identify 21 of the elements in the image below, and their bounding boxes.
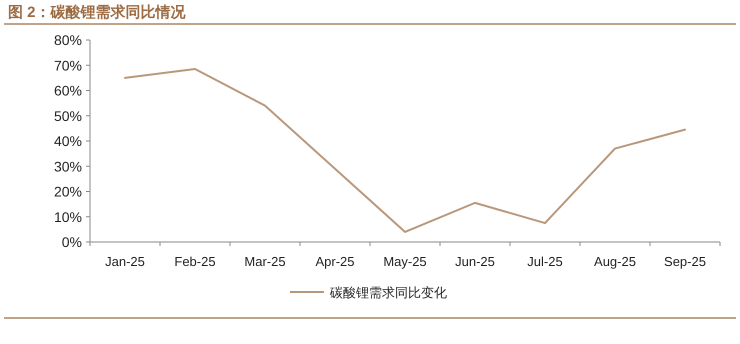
x-tick-label: Jan-25: [105, 254, 145, 269]
x-tick-label: Sep-25: [664, 254, 706, 269]
x-tick-label: Feb-25: [174, 254, 216, 269]
y-tick-label: 0%: [62, 234, 82, 250]
y-tick-label: 60%: [54, 82, 82, 98]
x-tick-label: Jul-25: [527, 254, 563, 269]
x-tick-label: May-25: [383, 254, 427, 269]
x-tick-label: Aug-25: [594, 254, 636, 269]
x-tick-label: Apr-25: [315, 254, 355, 269]
line-series: [124, 68, 686, 233]
y-tick-label: 10%: [54, 208, 82, 225]
y-tick-label: 80%: [54, 32, 82, 48]
y-tick-label: 40%: [54, 133, 82, 149]
y-tick-label: 50%: [54, 108, 82, 124]
chart-title: 图 2：碳酸锂需求同比情况: [8, 4, 187, 21]
x-tick-label: Mar-25: [244, 254, 286, 269]
legend-label: 碳酸锂需求同比变化: [329, 285, 447, 300]
y-tick-label: 70%: [54, 57, 82, 74]
y-tick-label: 30%: [54, 158, 82, 174]
x-tick-label: Jun-25: [455, 254, 495, 269]
y-tick-label: 20%: [54, 184, 82, 200]
